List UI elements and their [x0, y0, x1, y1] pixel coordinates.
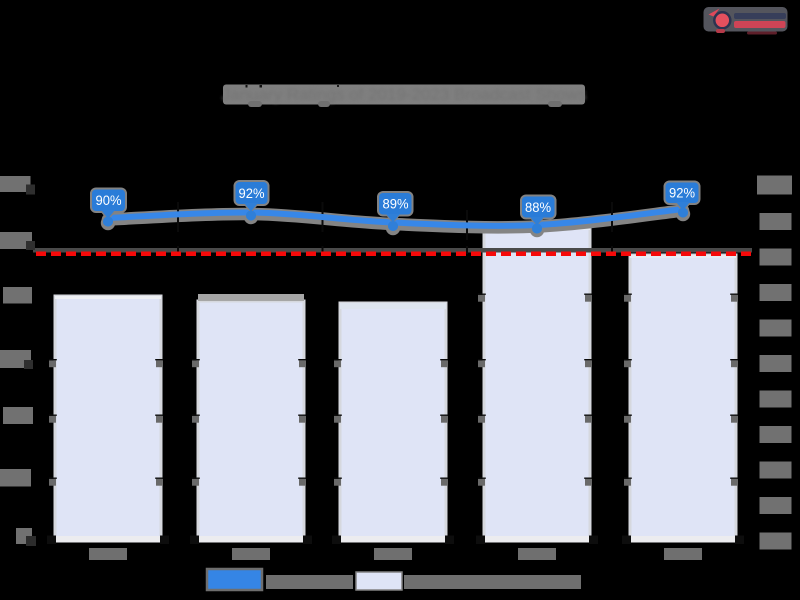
- svg-text:92%: 92%: [239, 185, 265, 201]
- svg-text:92%: 92%: [669, 185, 695, 201]
- svg-text:January Ratings of 2019-2023 B: January Ratings of 2019-2023 Broadcast S…: [222, 85, 587, 104]
- svg-text:89%: 89%: [383, 196, 409, 212]
- svg-text:90%: 90%: [96, 192, 122, 208]
- svg-text:88%: 88%: [525, 199, 551, 215]
